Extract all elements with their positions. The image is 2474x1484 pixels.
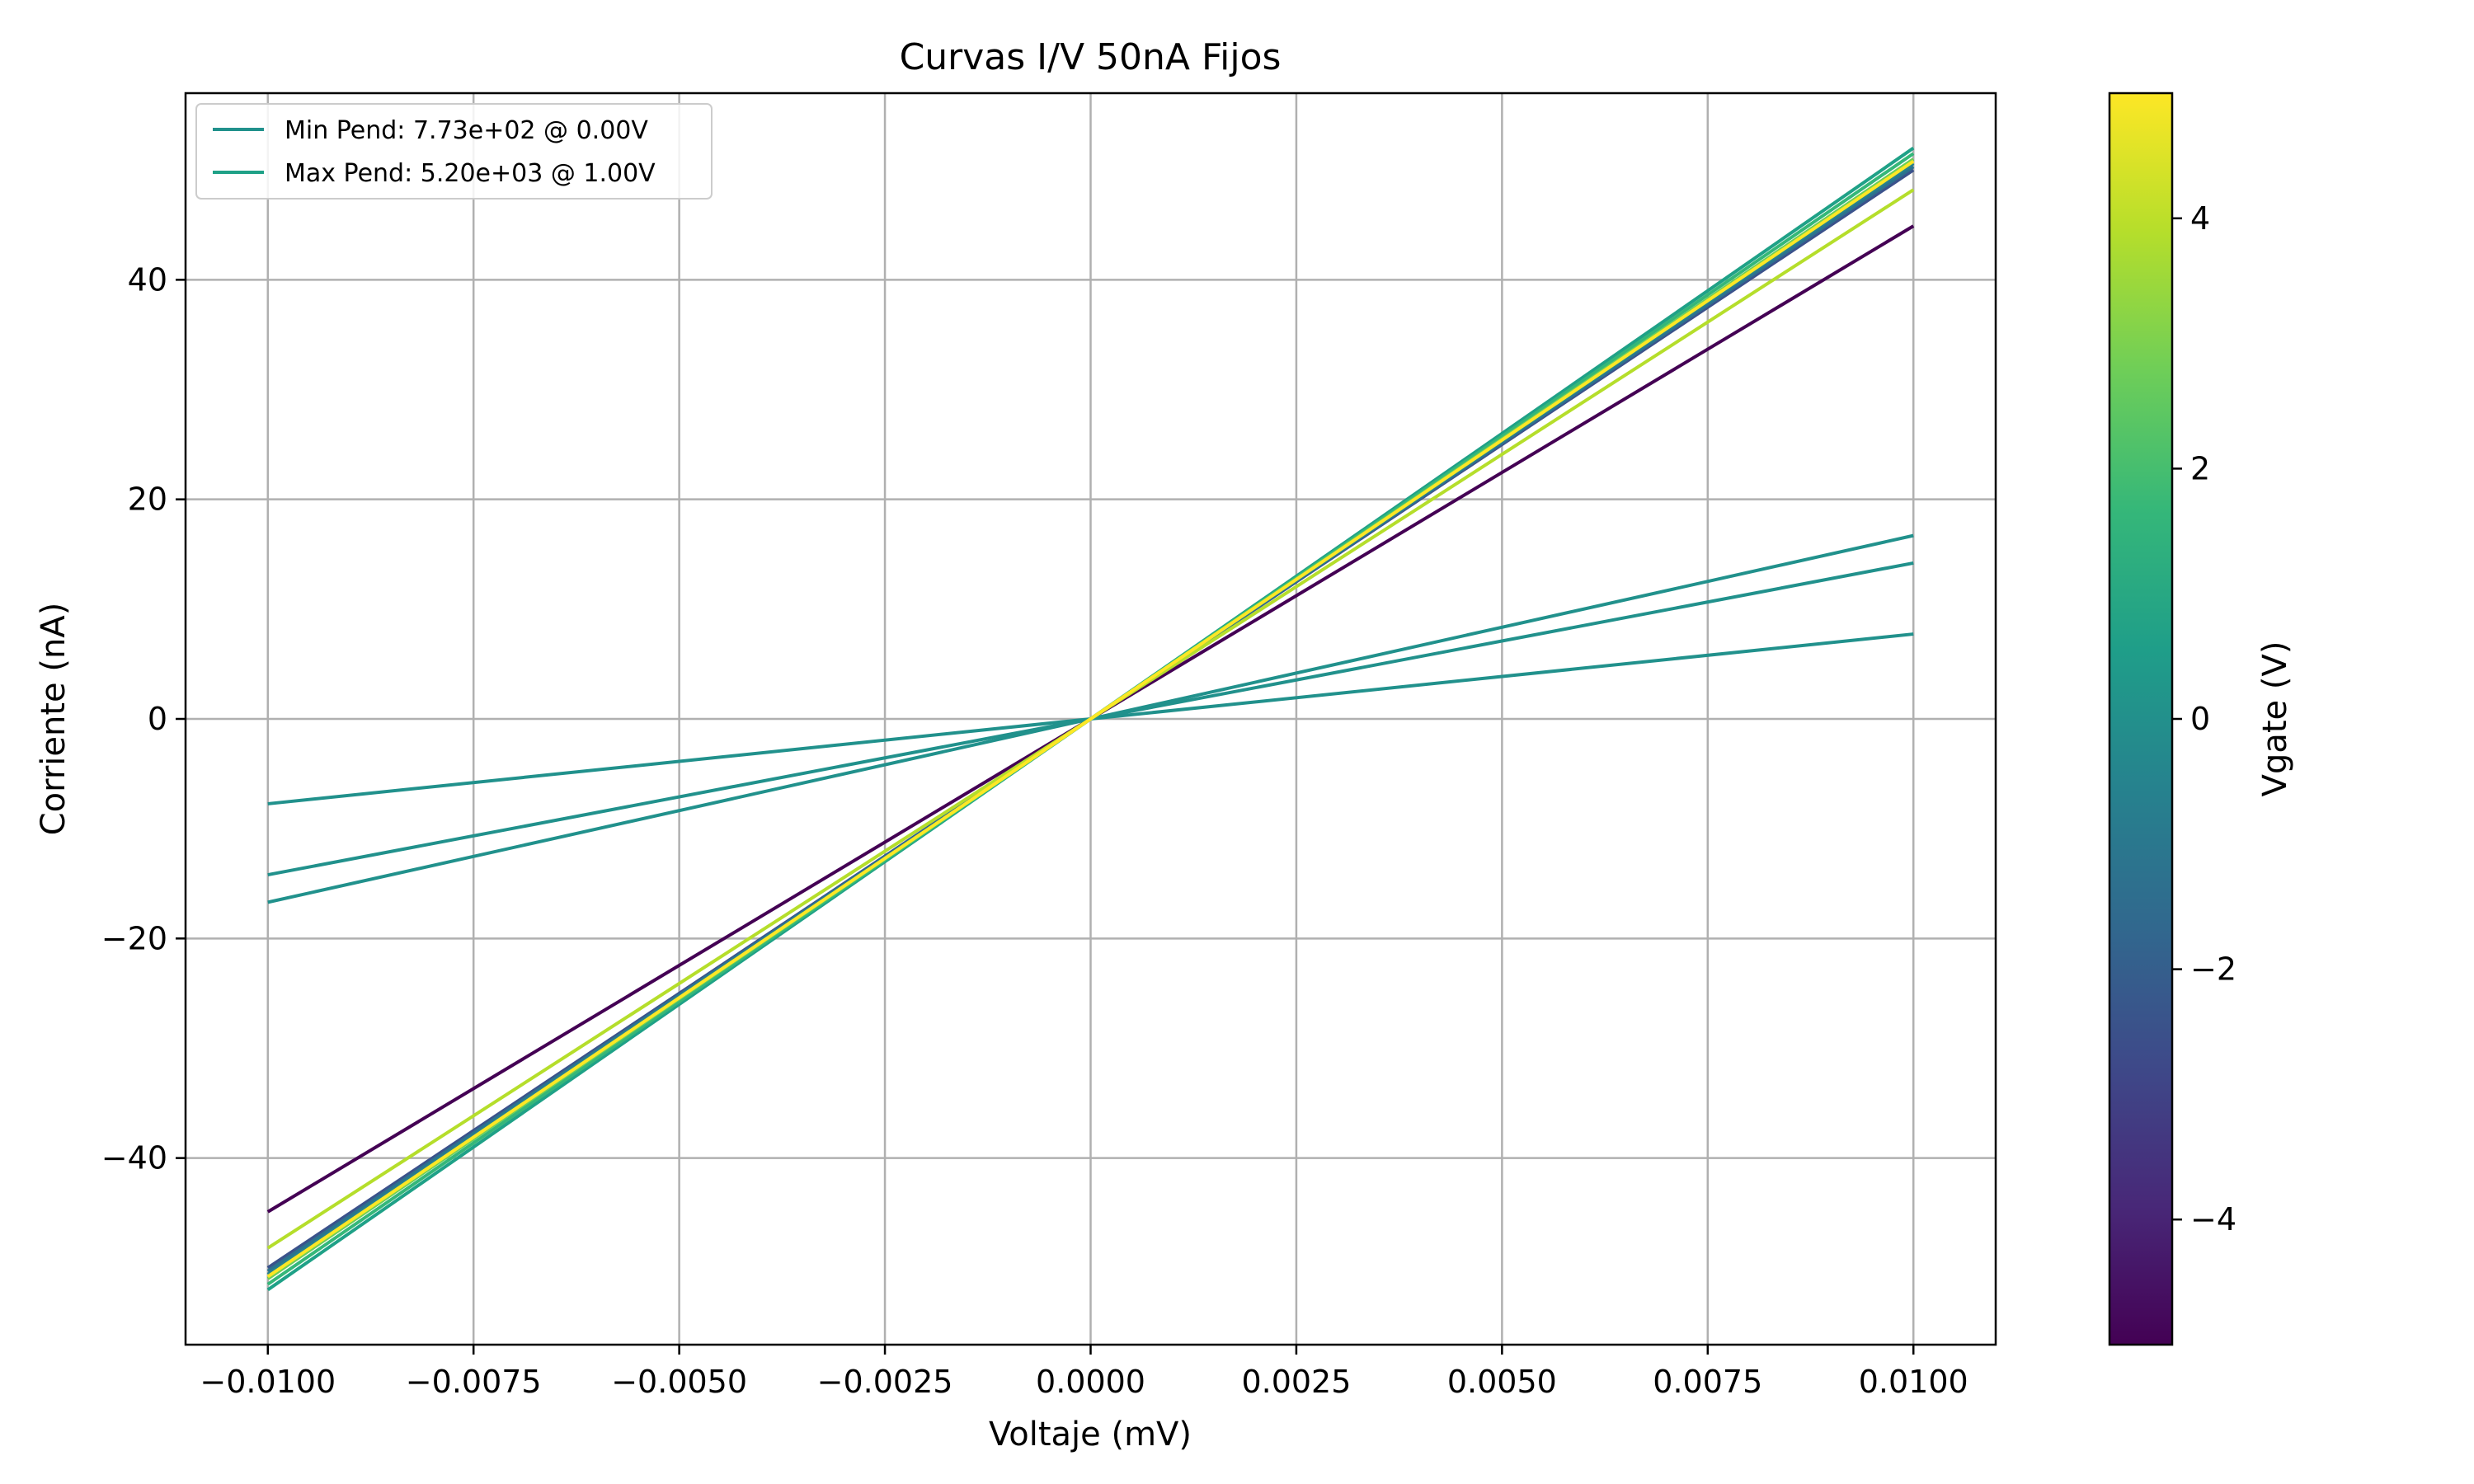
colorbar-tick-label: 4: [2190, 200, 2210, 237]
y-tick-label: −40: [101, 1140, 167, 1176]
series-line: [266, 159, 1915, 1279]
series-group: [266, 146, 1915, 1292]
x-tick-label: 0.0000: [1036, 1364, 1145, 1400]
colorbar: 4 2 0 −2 −4 Vgate (V): [2108, 92, 2294, 1346]
colorbar-label: Vgate (V): [2256, 641, 2294, 797]
legend-box: [195, 103, 713, 200]
y-tick-label: 0: [148, 701, 167, 737]
x-axis-label: Voltaje (mV): [989, 1416, 1192, 1453]
colorbar-gradient: [2108, 92, 2174, 1346]
y-tick-label: −20: [101, 920, 167, 956]
legend-label-min: Min Pend: 7.73e+02 @ 0.00V: [285, 116, 648, 145]
x-tick-label: 0.0050: [1447, 1364, 1557, 1400]
colorbar-tick-label: −4: [2190, 1201, 2236, 1237]
y-tick-label: 40: [128, 261, 167, 298]
legend-label-max: Max Pend: 5.20e+03 @ 1.00V: [285, 159, 656, 188]
y-axis: −40 −20 0 20 40: [101, 261, 186, 1176]
y-tick-label: 20: [128, 481, 167, 518]
x-tick-label: 0.0075: [1653, 1364, 1762, 1400]
x-tick-label: 0.0025: [1241, 1364, 1351, 1400]
colorbar-tick-label: −2: [2190, 951, 2236, 988]
x-tick-label: −0.0075: [406, 1364, 542, 1400]
x-tick-label: −0.0050: [611, 1364, 747, 1400]
colorbar-tick-label: 0: [2190, 701, 2210, 737]
x-axis: −0.0100 −0.0075 −0.0050 −0.0025 0.0000 0.0025…: [200, 1345, 1968, 1400]
y-axis-label: Corriente (nA): [35, 603, 73, 836]
x-tick-label: −0.0025: [817, 1364, 953, 1400]
chart-title: Curvas I/V 50nA Fijos: [900, 36, 1282, 78]
colorbar-tick-label: 2: [2190, 450, 2210, 486]
x-tick-label: −0.0100: [200, 1364, 336, 1400]
legend: Min Pend: 7.73e+02 @ 0.00V Max Pend: 5.2…: [195, 103, 713, 200]
colorbar-ticks: 4 2 0 −2 −4: [2172, 200, 2236, 1237]
x-tick-label: 0.0100: [1859, 1364, 1968, 1400]
